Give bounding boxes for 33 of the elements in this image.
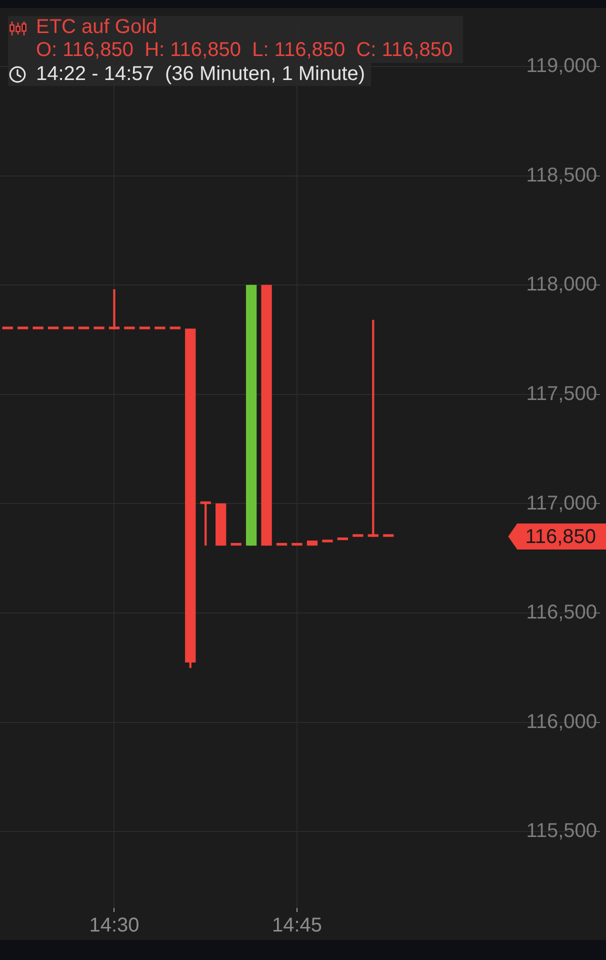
x-tick-label: 14:45	[272, 914, 322, 937]
candlestick	[230, 542, 242, 546]
candlestick	[276, 542, 288, 546]
candlestick	[63, 326, 74, 330]
y-tick-label: 118,500	[526, 164, 597, 186]
candlestick	[200, 501, 211, 546]
candlestick	[2, 326, 13, 330]
candlestick	[32, 326, 44, 330]
text: O: 116,850 H: 116,850 L: 116,850 C: 116,850	[36, 39, 453, 62]
candlestick	[154, 326, 166, 330]
candlestick	[322, 540, 333, 542]
candlestick	[18, 326, 28, 330]
annotation: 116,850	[525, 526, 596, 548]
y-tick-label: 117,000	[526, 492, 597, 514]
y-tick-label: 116,000	[526, 710, 597, 733]
candlestick	[94, 326, 104, 330]
y-tick-label: 115,500	[526, 820, 597, 842]
candlestick	[337, 537, 348, 540]
x-tick-label: 14:30	[89, 914, 140, 937]
candlestick	[352, 534, 364, 537]
candlestick	[170, 326, 180, 330]
y-tick-label: 116,500	[526, 602, 597, 624]
y-tick-label: 118,000	[526, 274, 597, 296]
candlestick	[124, 326, 135, 330]
candlestick	[139, 326, 150, 330]
y-tick-label: 119,000	[526, 55, 597, 78]
chart-title: ETC auf Gold	[36, 16, 158, 39]
candlestick	[292, 542, 302, 546]
candlestick	[78, 326, 90, 330]
candlestick	[48, 326, 59, 330]
annotation: 14:22 - 14:57 (36 Minuten, 1 Minute)	[36, 63, 366, 86]
candlestick	[383, 534, 394, 537]
y-tick-label: 117,500	[526, 382, 597, 405]
